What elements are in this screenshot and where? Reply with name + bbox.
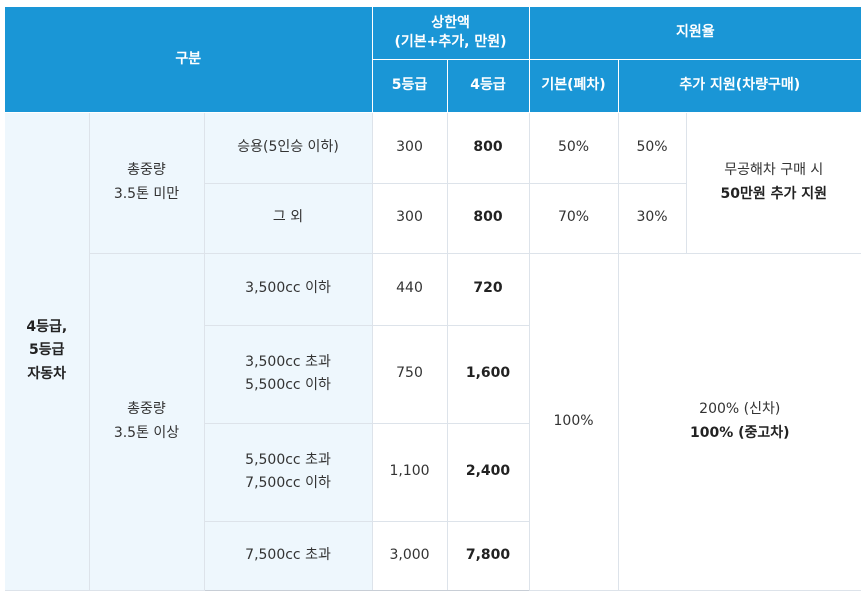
category-header: 구분 <box>5 7 373 113</box>
weight-under35-cell: 총중량 3.5톤 미만 <box>89 112 205 254</box>
grade4-value: 800 <box>447 183 530 254</box>
grade4-header: 4등급 <box>447 59 530 113</box>
weight-under35-line1: 총중량 <box>127 162 166 179</box>
grade5-value: 300 <box>372 183 448 254</box>
weight-over35-line1: 총중량 <box>127 401 166 418</box>
type-cell: 그 외 <box>204 183 373 254</box>
additional-rate: 50% <box>618 112 687 184</box>
additional-rate-over35: 200% (신차) 100% (중고차) <box>618 253 862 591</box>
grade5-value: 300 <box>372 112 448 184</box>
subsidy-table: 구분 상한액 (기본+추가, 만원) 지원율 5등급 4등급 기본(폐차) 추가… <box>5 7 862 591</box>
weight-over35-line2: 3.5톤 이상 <box>113 424 180 441</box>
grade4-value: 800 <box>447 112 530 184</box>
grade5-value: 750 <box>372 325 448 424</box>
type-cell: 5,500cc 초과 7,500cc 이하 <box>204 423 373 522</box>
vehicle-group-line3: 자동차 <box>27 365 67 382</box>
grade5-header: 5등급 <box>372 59 448 113</box>
type-cell: 승용(5인승 이하) <box>204 112 373 184</box>
type-cell: 3,500cc 이하 <box>204 253 373 326</box>
vehicle-group-line2: 5등급 <box>28 342 65 359</box>
grade4-value: 7,800 <box>447 521 530 591</box>
grade5-value: 440 <box>372 253 448 326</box>
grade5-value: 3,000 <box>372 521 448 591</box>
basic-rate: 70% <box>529 183 619 254</box>
basic-header: 기본(폐차) <box>529 59 619 113</box>
extra-note-line2: 50만원 추가 지원 <box>720 185 828 202</box>
additional-used-car: 100% (중고차) <box>689 424 790 441</box>
weight-under35-line2: 3.5톤 미만 <box>113 185 180 202</box>
type-cell: 7,500cc 초과 <box>204 521 373 591</box>
type-cell: 3,500cc 초과 5,500cc 이하 <box>204 325 373 424</box>
subsidy-table-wrap: 구분 상한액 (기본+추가, 만원) 지원율 5등급 4등급 기본(폐차) 추가… <box>5 7 862 591</box>
extra-note-line1: 무공해차 구매 시 <box>724 162 824 179</box>
type-line2: 5,500cc 이하 <box>245 377 331 393</box>
cap-header-line2: (기본+추가, 만원) <box>394 33 507 50</box>
grade4-value: 720 <box>447 253 530 326</box>
grade4-value: 1,600 <box>447 325 530 424</box>
weight-over35-cell: 총중량 3.5톤 이상 <box>89 253 205 591</box>
grade4-value: 2,400 <box>447 423 530 522</box>
extra-note-cell: 무공해차 구매 시 50만원 추가 지원 <box>686 112 862 254</box>
cap-header-line1: 상한액 <box>431 14 470 31</box>
additional-new-car: 200% (신차) <box>699 401 781 418</box>
basic-rate-over35: 100% <box>529 253 619 591</box>
cap-header: 상한액 (기본+추가, 만원) <box>372 7 530 60</box>
type-line2: 7,500cc 이하 <box>245 475 331 491</box>
support-rate-header: 지원율 <box>529 7 862 60</box>
additional-header: 추가 지원(차량구매) <box>618 59 862 113</box>
basic-rate: 50% <box>529 112 619 184</box>
additional-rate: 30% <box>618 183 687 254</box>
vehicle-group-line1: 4등급, <box>26 319 68 336</box>
type-line1: 3,500cc 초과 <box>245 353 331 370</box>
type-line1: 5,500cc 초과 <box>245 451 331 468</box>
grade5-value: 1,100 <box>372 423 448 522</box>
vehicle-group-cell: 4등급, 5등급 자동차 <box>5 112 90 591</box>
